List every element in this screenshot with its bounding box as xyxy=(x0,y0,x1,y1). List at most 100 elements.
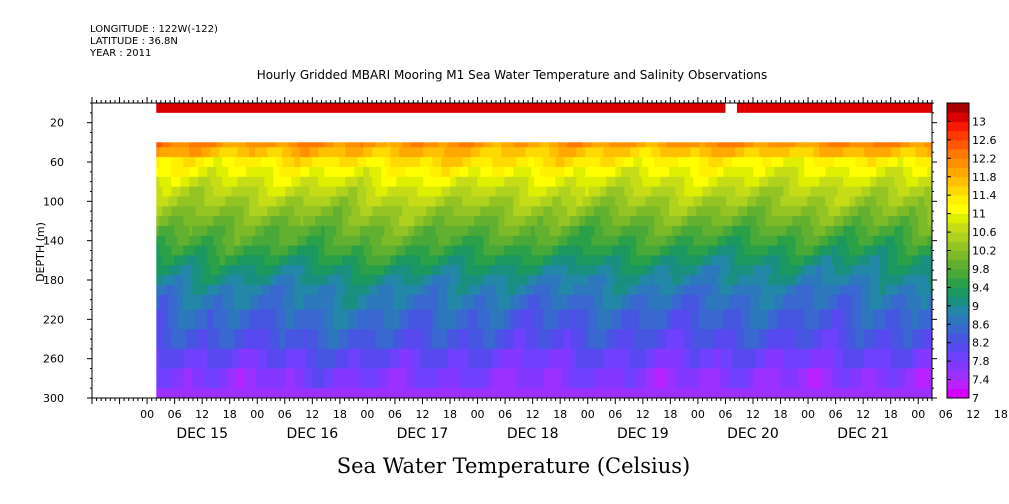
heat-cell xyxy=(348,255,352,266)
heat-cell xyxy=(588,157,592,168)
heat-cell xyxy=(219,196,223,207)
heat-cell xyxy=(663,147,667,158)
heat-cell xyxy=(651,166,655,178)
heat-cell xyxy=(330,294,334,311)
heat-cell xyxy=(174,255,178,266)
heat-cell xyxy=(204,348,208,369)
heat-cell xyxy=(420,309,424,330)
heat-cell xyxy=(210,206,214,217)
heat-cell xyxy=(702,368,706,389)
heat-cell xyxy=(360,348,364,369)
heat-cell xyxy=(357,265,361,276)
heat-cell xyxy=(555,142,559,148)
heat-cell xyxy=(786,329,790,350)
heat-cell xyxy=(810,147,814,158)
heat-cell xyxy=(618,225,622,237)
heat-cell xyxy=(363,225,367,237)
heat-cell xyxy=(408,275,412,286)
heat-cell xyxy=(240,225,244,237)
heat-cell xyxy=(774,216,778,227)
heat-cell xyxy=(195,348,199,369)
heat-cell xyxy=(792,275,796,286)
heat-cell xyxy=(327,166,331,178)
heat-cell xyxy=(492,275,496,286)
heat-cell xyxy=(192,388,196,398)
heat-cell xyxy=(570,309,574,330)
heat-cell xyxy=(573,235,577,247)
heat-cell xyxy=(705,147,709,158)
heat-cell xyxy=(720,329,724,350)
heat-cell xyxy=(804,368,808,389)
heat-cell xyxy=(270,275,274,286)
heat-cell xyxy=(264,245,268,256)
heat-cell xyxy=(678,142,682,148)
heat-cell xyxy=(468,206,472,217)
heat-cell xyxy=(156,206,160,217)
heat-cell xyxy=(612,235,616,247)
heat-cell xyxy=(306,196,310,207)
heat-cell xyxy=(342,265,346,276)
heat-cell xyxy=(585,245,589,256)
heat-cell xyxy=(708,157,712,168)
heat-cell xyxy=(648,309,652,330)
heat-cell xyxy=(501,284,505,296)
heat-cell xyxy=(678,294,682,311)
heat-cell xyxy=(159,142,163,148)
heat-cell xyxy=(396,368,400,389)
heat-cell xyxy=(234,147,238,158)
heat-cell xyxy=(789,284,793,296)
heat-cell xyxy=(180,388,184,398)
heat-cell xyxy=(426,235,430,247)
heat-cell xyxy=(495,388,499,398)
heat-cell xyxy=(636,255,640,266)
heat-cell xyxy=(639,245,643,256)
heat-cell xyxy=(336,348,340,369)
heat-cell xyxy=(168,147,172,158)
heat-cell xyxy=(312,166,316,178)
heat-cell xyxy=(573,309,577,330)
heat-cell xyxy=(756,255,760,266)
heat-cell xyxy=(816,255,820,266)
heat-cell xyxy=(717,196,721,207)
heat-cell xyxy=(666,206,670,217)
heat-cell xyxy=(624,294,628,311)
heat-cell xyxy=(261,235,265,247)
heat-cell xyxy=(738,186,742,197)
heat-cell xyxy=(180,206,184,217)
heat-cell xyxy=(591,196,595,207)
heat-cell xyxy=(699,284,703,296)
heat-cell xyxy=(249,176,253,188)
heat-cell xyxy=(498,147,502,158)
heat-cell xyxy=(420,294,424,311)
heat-cell xyxy=(366,216,370,227)
heat-cell xyxy=(792,147,796,158)
heat-cell xyxy=(552,142,556,148)
heat-cell xyxy=(729,294,733,311)
heat-cell xyxy=(690,176,694,188)
heat-cell xyxy=(606,348,610,369)
heat-cell xyxy=(495,235,499,247)
heat-cell xyxy=(498,157,502,168)
heat-cell xyxy=(279,186,283,197)
heat-cell xyxy=(174,166,178,178)
heat-cell xyxy=(453,157,457,168)
heat-cell xyxy=(315,166,319,178)
heat-cell xyxy=(381,157,385,168)
heat-cell xyxy=(756,294,760,311)
heat-cell xyxy=(573,206,577,217)
heat-cell xyxy=(297,216,301,227)
heat-cell xyxy=(237,388,241,398)
heat-cell xyxy=(534,329,538,350)
heat-cell xyxy=(402,142,406,148)
heat-cell xyxy=(366,329,370,350)
heat-cell xyxy=(177,235,181,247)
heat-cell xyxy=(834,225,838,237)
heat-cell xyxy=(672,255,676,266)
heat-cell xyxy=(339,284,343,296)
heat-cell xyxy=(423,206,427,217)
heat-cell xyxy=(690,186,694,197)
heat-cell xyxy=(420,245,424,256)
heat-cell xyxy=(261,265,265,276)
heat-cell xyxy=(405,348,409,369)
heat-cell xyxy=(672,368,676,389)
